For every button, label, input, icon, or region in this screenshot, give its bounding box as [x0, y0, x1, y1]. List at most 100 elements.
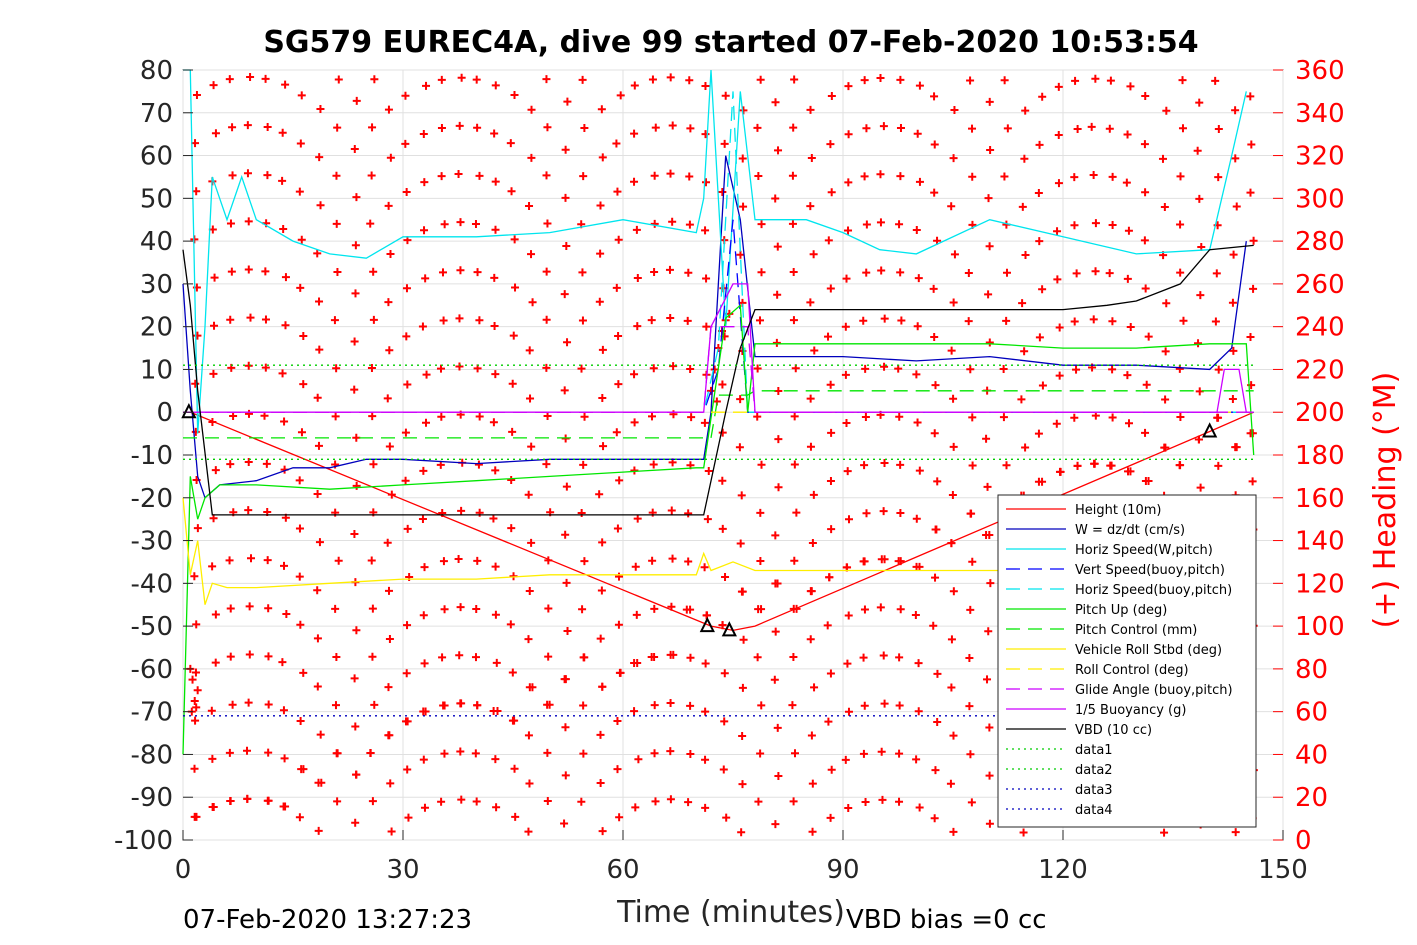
- legend: Height (10m) W = dz/dt (cm/s) Horiz Speed(…: [997, 494, 1257, 828]
- heading-marker: [489, 514, 498, 523]
- heading-marker: [383, 394, 392, 403]
- heading-marker: [278, 128, 287, 137]
- heading-marker: [597, 586, 606, 595]
- heading-marker: [403, 765, 412, 774]
- triangle-marker: [721, 621, 737, 637]
- heading-marker: [630, 177, 639, 186]
- heading-marker: [562, 482, 571, 491]
- heading-marker: [950, 250, 959, 259]
- heading-marker: [333, 267, 342, 276]
- heading-marker: [948, 491, 957, 500]
- series-line-vbd-10-cc: [182, 244, 1254, 516]
- heading-marker: [190, 764, 199, 773]
- heading-marker: [542, 75, 551, 84]
- heading-marker: [895, 220, 904, 229]
- y-right-tick-label: 20: [1295, 783, 1328, 813]
- y-right-tick-label: 260: [1295, 270, 1345, 300]
- heading-marker: [630, 707, 639, 716]
- heading-marker: [418, 322, 427, 331]
- y-left-tick-label: 60: [140, 142, 173, 172]
- y-right-tick-label: 340: [1295, 99, 1345, 129]
- heading-marker: [1055, 371, 1064, 380]
- heading-marker: [757, 701, 766, 710]
- heading-marker: [524, 827, 533, 836]
- heading-marker: [1055, 467, 1064, 476]
- heading-marker: [384, 105, 393, 114]
- x-tick-label: 0: [175, 855, 192, 885]
- heading-marker: [1123, 130, 1132, 139]
- heading-marker: [738, 587, 747, 596]
- heading-marker: [613, 765, 622, 774]
- heading-marker: [295, 572, 304, 581]
- heading-marker: [508, 427, 517, 436]
- heading-marker: [507, 476, 516, 485]
- heading-marker: [472, 75, 481, 84]
- heading-marker: [647, 316, 656, 325]
- heading-marker: [261, 363, 270, 372]
- heading-marker: [580, 557, 589, 566]
- heading-marker: [826, 477, 835, 486]
- heading-marker: [471, 749, 480, 758]
- heading-marker: [420, 563, 429, 572]
- heading-marker: [524, 635, 533, 644]
- heading-marker: [612, 283, 621, 292]
- heading-marker: [701, 755, 710, 764]
- heading-marker: [1106, 76, 1115, 85]
- heading-marker: [739, 635, 748, 644]
- heading-marker: [263, 556, 272, 565]
- heading-marker: [966, 750, 975, 759]
- heading-marker: [859, 653, 868, 662]
- heading-marker: [753, 123, 762, 132]
- heading-marker: [1122, 178, 1131, 187]
- heading-marker: [1038, 285, 1047, 294]
- x-tick-label: 150: [1258, 855, 1308, 885]
- heading-marker: [1247, 140, 1256, 149]
- heading-marker: [1196, 483, 1205, 492]
- heading-marker: [491, 370, 500, 379]
- heading-marker: [757, 220, 766, 229]
- heading-marker: [807, 154, 816, 163]
- heading-marker: [844, 804, 853, 813]
- heading-marker: [599, 442, 608, 451]
- heading-marker: [456, 699, 465, 708]
- heading-marker: [313, 393, 322, 402]
- heading-marker: [243, 746, 252, 755]
- heading-marker: [383, 538, 392, 547]
- heading-marker: [491, 177, 500, 186]
- heading-marker: [701, 226, 710, 235]
- legend-entry-label: Pitch Control (mm): [1075, 623, 1197, 638]
- heading-marker: [738, 732, 747, 741]
- y-left-tick-label: -30: [131, 527, 173, 557]
- heading-marker: [771, 531, 780, 540]
- heading-marker: [1052, 419, 1061, 428]
- x-tick-label: 30: [386, 855, 419, 885]
- heading-marker: [596, 730, 605, 739]
- heading-marker: [577, 364, 586, 373]
- y-right-tick-label: 60: [1295, 698, 1328, 728]
- heading-marker: [281, 321, 290, 330]
- heading-marker: [1211, 76, 1220, 85]
- heading-marker: [968, 557, 977, 566]
- heading-marker: [756, 749, 765, 758]
- heading-marker: [387, 827, 396, 836]
- heading-marker: [862, 268, 871, 277]
- heading-marker: [896, 124, 905, 133]
- heading-marker: [299, 668, 308, 677]
- heading-marker: [190, 572, 199, 581]
- heading-marker: [914, 707, 923, 716]
- heading-marker: [985, 242, 994, 251]
- heading-marker: [1020, 154, 1029, 163]
- series-line-pitch-control-mm: [183, 390, 1254, 439]
- heading-marker: [929, 621, 938, 630]
- heading-marker: [384, 298, 393, 307]
- heading-marker: [1175, 461, 1184, 470]
- heading-marker: [931, 525, 940, 534]
- heading-marker: [1126, 322, 1135, 331]
- heading-marker: [1090, 459, 1099, 468]
- heading-marker: [315, 153, 324, 162]
- heading-marker: [880, 314, 889, 323]
- legend-box: [997, 494, 1257, 828]
- heading-marker: [542, 171, 551, 180]
- heading-marker: [700, 418, 709, 427]
